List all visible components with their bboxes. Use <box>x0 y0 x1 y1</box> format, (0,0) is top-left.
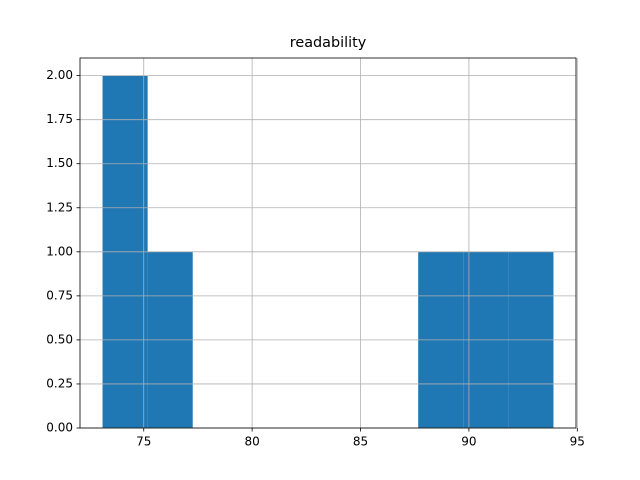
y-tick-label: 0.75 <box>46 288 73 302</box>
y-tick-label: 0.00 <box>46 421 73 435</box>
x-tick-label: 85 <box>353 435 368 449</box>
y-tick-label: 0.25 <box>46 376 73 390</box>
x-tick-label: 75 <box>136 435 151 449</box>
x-tick-label: 90 <box>461 435 476 449</box>
x-tick-label: 95 <box>570 435 585 449</box>
plot-frame <box>79 57 577 429</box>
x-tick-label: 80 <box>244 435 259 449</box>
y-tick-label: 1.75 <box>46 112 73 126</box>
chart-title: readability <box>290 35 367 51</box>
y-tick-label: 2.00 <box>46 68 73 82</box>
y-tick-label: 0.50 <box>46 332 73 346</box>
y-tick-label: 1.50 <box>46 156 73 170</box>
y-tick-label: 1.00 <box>46 244 73 258</box>
y-tick-label: 1.25 <box>46 200 73 214</box>
